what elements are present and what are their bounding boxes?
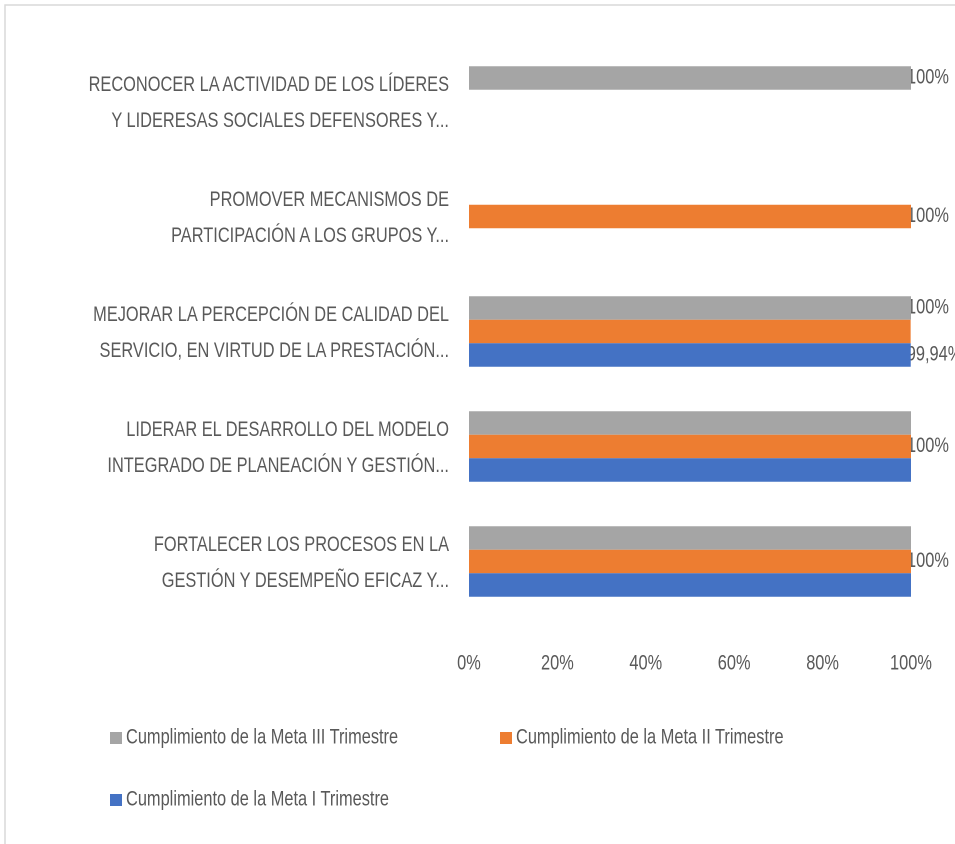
y-tick-label: INTEGRADO DE PLANEACIÓN Y GESTIÓN... — [107, 453, 449, 476]
x-tick-label: 80% — [806, 651, 839, 674]
bar — [469, 319, 911, 344]
bar — [469, 573, 911, 597]
x-tick-label: 0% — [457, 651, 481, 674]
bar — [469, 204, 911, 229]
x-tick-label: 60% — [718, 651, 751, 674]
data-label: 100% — [907, 548, 949, 571]
data-label: 100% — [907, 65, 949, 88]
x-tick-label: 40% — [629, 651, 662, 674]
x-tick-label: 20% — [541, 651, 574, 674]
legend-swatch — [500, 732, 512, 744]
legend-swatch — [110, 794, 122, 806]
bar — [469, 66, 911, 90]
chart-frame — [4, 4, 955, 844]
legend-label: Cumplimiento de la Meta III Trimestre — [126, 725, 398, 748]
data-label: 100% — [907, 295, 949, 318]
y-tick-label: RECONOCER LA ACTIVIDAD DE LOS LÍDERES — [89, 72, 449, 95]
y-tick-label: Y LIDERESAS SOCIALES DEFENSORES Y... — [111, 108, 449, 131]
y-tick-label: LIDERAR EL DESARROLLO DEL MODELO — [126, 417, 449, 440]
legend-label: Cumplimiento de la Meta I Trimestre — [126, 787, 389, 810]
bar — [469, 296, 911, 320]
narrow-text: 0% 20% 40% 60% 80% 100% RECONOCER LA ACTIVIDAD… — [89, 65, 955, 810]
data-label: 99,94% — [907, 342, 955, 365]
data-label: 100% — [907, 203, 949, 226]
x-tick-label: 100% — [890, 651, 932, 674]
legend-label: Cumplimiento de la Meta II Trimestre — [516, 725, 784, 748]
y-tick-label: SERVICIO, EN VIRTUD DE LA PRESTACIÓN... — [100, 338, 449, 361]
bar — [469, 549, 911, 574]
bar — [469, 526, 911, 550]
legend-swatch — [110, 732, 122, 744]
y-tick-label: MEJORAR LA PERCEPCIÓN DE CALIDAD DEL — [93, 302, 449, 325]
data-label: 100% — [907, 433, 949, 456]
y-tick-label: GESTIÓN Y DESEMPEÑO EFICAZ Y... — [162, 568, 449, 591]
y-tick-label: PROMOVER MECANISMOS DE — [210, 187, 449, 210]
bar — [469, 458, 911, 482]
bar — [469, 343, 911, 367]
y-tick-label: PARTICIPACIÓN A LOS GRUPOS Y... — [171, 223, 449, 246]
bar — [469, 411, 911, 435]
y-tick-label: FORTALECER LOS PROCESOS EN LA — [154, 532, 450, 555]
bar — [469, 434, 911, 459]
